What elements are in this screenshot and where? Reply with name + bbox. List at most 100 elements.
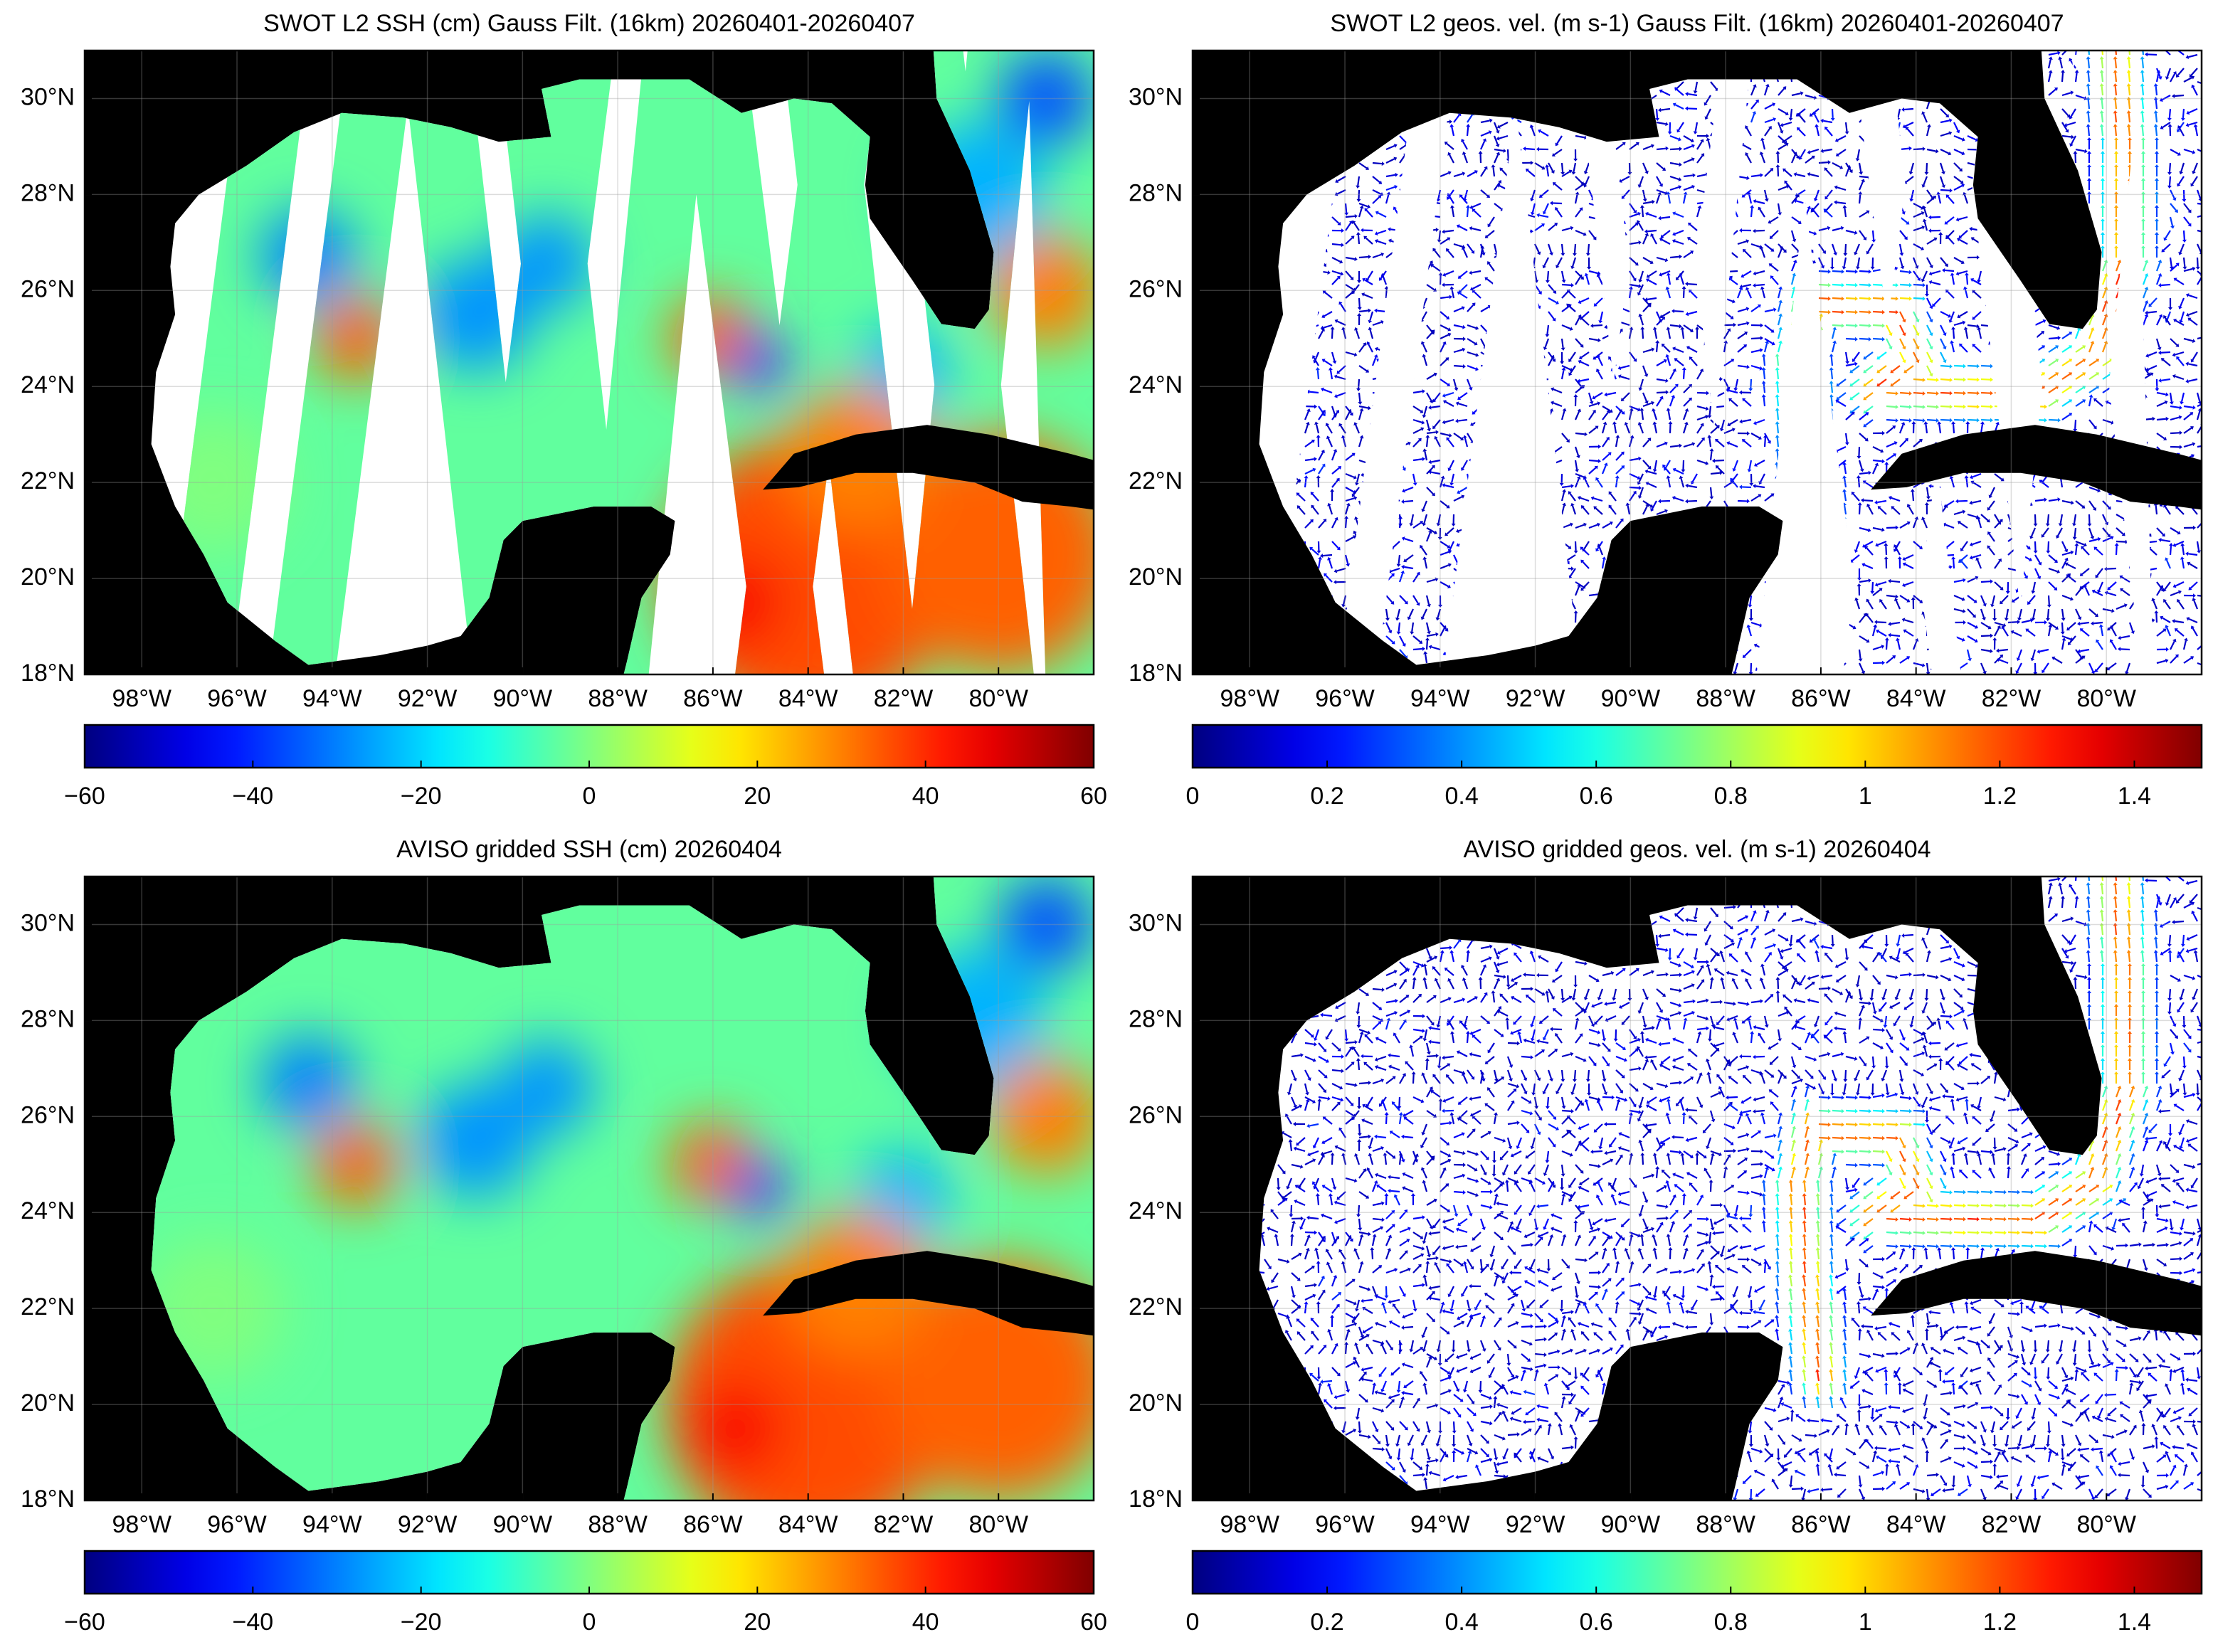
arrow-head — [1964, 272, 1969, 276]
arrow-head — [1863, 423, 1867, 428]
velocity-arrow — [2169, 545, 2172, 556]
velocity-arrow — [1743, 440, 1752, 448]
velocity-arrow — [1743, 144, 1752, 150]
velocity-arrow — [2156, 433, 2165, 440]
velocity-arrow — [1844, 167, 1850, 177]
arrow-head — [1700, 139, 1704, 143]
velocity-arrow — [1823, 120, 1833, 124]
velocity-arrow — [2178, 127, 2185, 137]
arrow-head — [1573, 394, 1578, 398]
arrow-head — [1719, 376, 1723, 381]
velocity-arrow — [1546, 166, 1550, 177]
arrow-head — [1432, 425, 1437, 430]
arrow-head — [1578, 359, 1582, 364]
arrow-head — [2161, 533, 2165, 537]
arrow-head — [1963, 191, 1967, 196]
arrow-head — [2101, 191, 2105, 194]
velocity-arrow — [1561, 365, 1571, 371]
velocity-arrow — [1680, 478, 1685, 488]
velocity-arrow — [2087, 85, 2091, 96]
arrow-head — [1775, 164, 1780, 168]
arrow-head — [2069, 58, 2073, 62]
velocity-arrow — [1343, 595, 1347, 605]
velocity-arrow — [1661, 270, 1671, 275]
velocity-arrow — [1494, 148, 1504, 152]
arrow-head — [1393, 157, 1398, 161]
arrow-head — [1338, 423, 1343, 427]
velocity-arrow — [1750, 337, 1761, 340]
arrow-head — [1877, 506, 1881, 510]
arrow-head — [2071, 134, 2074, 139]
arrow-head — [1435, 577, 1439, 582]
velocity-arrow — [2101, 85, 2104, 96]
velocity-arrow — [2101, 72, 2104, 83]
velocity-arrow — [1953, 322, 1963, 327]
arrow-head — [1990, 603, 1995, 608]
arrow-head — [1829, 266, 1834, 270]
arrow-head — [1652, 469, 1657, 472]
arrow-head — [1662, 317, 1666, 321]
velocity-arrow — [1642, 392, 1647, 402]
velocity-arrow — [2102, 527, 2110, 536]
velocity-arrow — [1431, 471, 1441, 475]
arrow-head — [2140, 97, 2145, 100]
arrow-head — [1741, 439, 1745, 443]
arrow-head — [1644, 229, 1648, 234]
arrow-head — [1577, 495, 1581, 500]
y-tick-label: 24°N — [21, 371, 75, 398]
arrow-head — [1615, 435, 1620, 438]
velocity-arrow — [2088, 500, 2096, 509]
velocity-arrow — [1642, 145, 1652, 151]
velocity-arrow — [1980, 378, 1991, 381]
velocity-arrow — [1440, 296, 1450, 300]
arrow-head — [2144, 287, 2149, 290]
velocity-arrow — [1318, 411, 1325, 420]
arrow-head — [1552, 182, 1556, 186]
arrow-head — [1823, 208, 1827, 213]
arrow-head — [1697, 205, 1702, 209]
arrow-head — [1759, 245, 1764, 250]
arrow-head — [1889, 346, 1893, 350]
arrow-head — [1584, 432, 1588, 437]
arrow-head — [2179, 405, 2182, 410]
arrow-head — [1311, 439, 1315, 443]
velocity-arrow — [1661, 90, 1671, 96]
velocity-arrow — [1340, 303, 1346, 312]
arrow-head — [1561, 367, 1566, 371]
velocity-arrow — [1453, 324, 1463, 328]
arrow-head — [1457, 275, 1462, 279]
arrow-head — [1358, 401, 1363, 405]
velocity-arrow — [1353, 487, 1360, 496]
velocity-arrow — [1843, 504, 1847, 515]
velocity-arrow — [1561, 324, 1571, 330]
arrow-head — [1723, 340, 1728, 344]
arrow-head — [2167, 117, 2172, 121]
arrow-head — [1976, 255, 1980, 260]
velocity-arrow — [1629, 486, 1639, 489]
velocity-arrow — [1867, 243, 1874, 253]
arrow-head — [1404, 600, 1408, 605]
velocity-arrow — [1965, 329, 1969, 339]
y-tick-label: 18°N — [21, 660, 75, 687]
velocity-arrow — [2061, 72, 2064, 83]
velocity-arrow — [1940, 338, 1945, 348]
arrow-head — [1407, 441, 1411, 446]
arrow-head — [1420, 521, 1424, 525]
arrow-head — [1536, 147, 1540, 152]
arrow-head — [1795, 194, 1800, 198]
velocity-arrow — [1963, 194, 1969, 204]
velocity-arrow — [1843, 477, 1847, 488]
arrow-head — [1992, 618, 1997, 621]
arrow-head — [1561, 280, 1566, 283]
arrow-head — [2056, 326, 2061, 330]
velocity-arrow — [1331, 351, 1336, 361]
arrow-head — [1401, 536, 1405, 541]
arrow-head — [1868, 323, 1871, 328]
arrow-head — [2042, 319, 2046, 324]
velocity-arrow — [1669, 186, 1679, 191]
velocity-arrow — [1763, 383, 1766, 393]
arrow-head — [2175, 505, 2180, 509]
velocity-arrow — [1878, 351, 1887, 359]
velocity-arrow — [1843, 257, 1847, 267]
velocity-arrow — [1972, 482, 1982, 488]
